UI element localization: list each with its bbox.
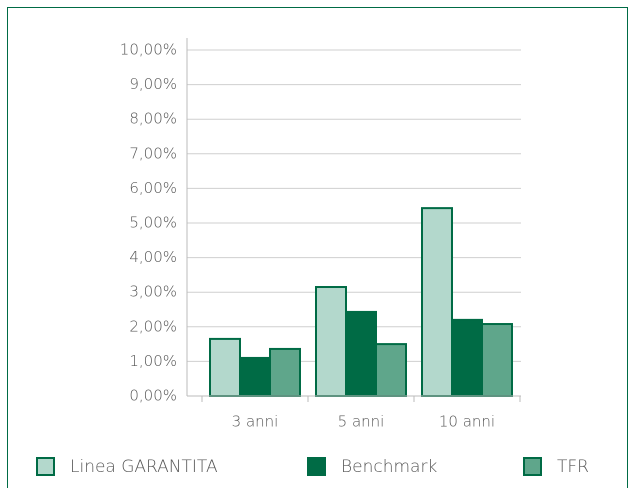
legend-swatch bbox=[307, 457, 326, 476]
y-tick-label: 0,00% bbox=[129, 387, 177, 405]
x-tick-label: 3 anni bbox=[232, 413, 279, 431]
legend-swatch bbox=[523, 457, 542, 476]
bar bbox=[315, 286, 347, 398]
y-tick-label: 10,00% bbox=[120, 41, 177, 59]
y-tick-label: 7,00% bbox=[129, 144, 177, 162]
bar bbox=[421, 207, 453, 397]
legend-label: Benchmark bbox=[341, 457, 437, 477]
bar bbox=[209, 337, 241, 398]
legend-label: TFR bbox=[557, 457, 589, 477]
y-tick-label: 8,00% bbox=[129, 110, 177, 128]
legend-swatch bbox=[36, 457, 55, 476]
bar bbox=[239, 356, 271, 398]
y-tick-label: 9,00% bbox=[129, 75, 177, 93]
bar bbox=[375, 343, 407, 398]
y-tick-label: 6,00% bbox=[129, 179, 177, 197]
y-tick-label: 1,00% bbox=[129, 352, 177, 370]
bar bbox=[269, 347, 301, 397]
y-tick-label: 4,00% bbox=[129, 248, 177, 266]
y-tick-label: 5,00% bbox=[129, 214, 177, 232]
y-tick-label: 3,00% bbox=[129, 283, 177, 301]
frame bbox=[7, 7, 628, 488]
y-tick-label: 2,00% bbox=[129, 317, 177, 335]
bar bbox=[451, 318, 483, 398]
x-tick-label: 5 anni bbox=[338, 413, 385, 431]
bar bbox=[481, 323, 513, 398]
bar bbox=[345, 310, 377, 397]
legend-label: Linea GARANTITA bbox=[70, 457, 218, 477]
x-tick-label: 10 anni bbox=[439, 413, 495, 431]
